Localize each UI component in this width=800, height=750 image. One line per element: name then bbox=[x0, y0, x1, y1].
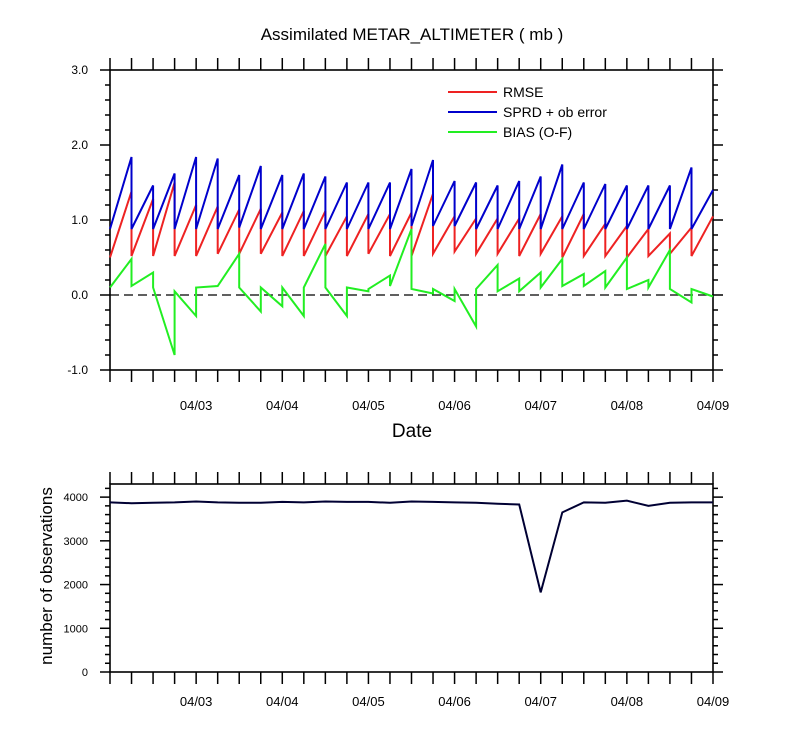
error-panel: 04/03 04/04 04/05 04/06 04/07 04/08 04/09 -1.0 0… bbox=[67, 58, 729, 413]
series-line-0 bbox=[109, 499, 713, 593]
x-tick-label: 04/09 bbox=[697, 398, 730, 413]
y-tick-label: 0.0 bbox=[71, 288, 88, 302]
x-tick-label: 04/03 bbox=[180, 694, 213, 709]
observations-panel: 04/03 04/04 04/05 04/06 04/07 04/08 04/09 0 1000… bbox=[64, 472, 730, 709]
x-tick-label: 04/09 bbox=[697, 694, 730, 709]
legend-label-0: RMSE bbox=[503, 84, 543, 100]
y-tick-label: 4000 bbox=[64, 492, 88, 504]
legend-label-2: BIAS (O-F) bbox=[503, 124, 572, 140]
x-tick-label: 04/06 bbox=[438, 398, 471, 413]
chart-title: Assimilated METAR_ALTIMETER ( mb ) bbox=[261, 25, 564, 44]
x-tick-label: 04/06 bbox=[438, 694, 471, 709]
y-tick-label: -1.0 bbox=[67, 363, 88, 377]
legend-label-1: SPRD + ob error bbox=[503, 104, 607, 120]
x-tick-label: 04/05 bbox=[352, 398, 385, 413]
y-tick-label: 1000 bbox=[64, 623, 88, 635]
series-line-2 bbox=[109, 228, 714, 356]
x-tick-label: 04/07 bbox=[524, 694, 557, 709]
y-tick-label: 1.0 bbox=[71, 213, 88, 227]
x-tick-label: 04/07 bbox=[524, 398, 557, 413]
x-tick-label: 04/08 bbox=[611, 398, 644, 413]
y-axis-label: number of observations bbox=[37, 487, 56, 665]
x-tick-label: 04/05 bbox=[352, 694, 385, 709]
x-tick-label: 04/04 bbox=[266, 398, 299, 413]
x-tick-label: 04/04 bbox=[266, 694, 299, 709]
y-tick-label: 2000 bbox=[64, 580, 88, 592]
y-tick-label: 3.0 bbox=[71, 63, 88, 77]
series-line-1 bbox=[109, 156, 714, 230]
x-tick-label: 04/03 bbox=[180, 398, 213, 413]
legend: RMSE SPRD + ob error BIAS (O-F) bbox=[448, 84, 607, 140]
plot-frame bbox=[109, 483, 714, 673]
y-tick-label: 2.0 bbox=[71, 138, 88, 152]
y-tick-label: 0 bbox=[82, 667, 88, 679]
y-tick-label: 3000 bbox=[64, 536, 88, 548]
x-axis-label: Date bbox=[392, 421, 432, 442]
x-tick-label: 04/08 bbox=[611, 694, 644, 709]
